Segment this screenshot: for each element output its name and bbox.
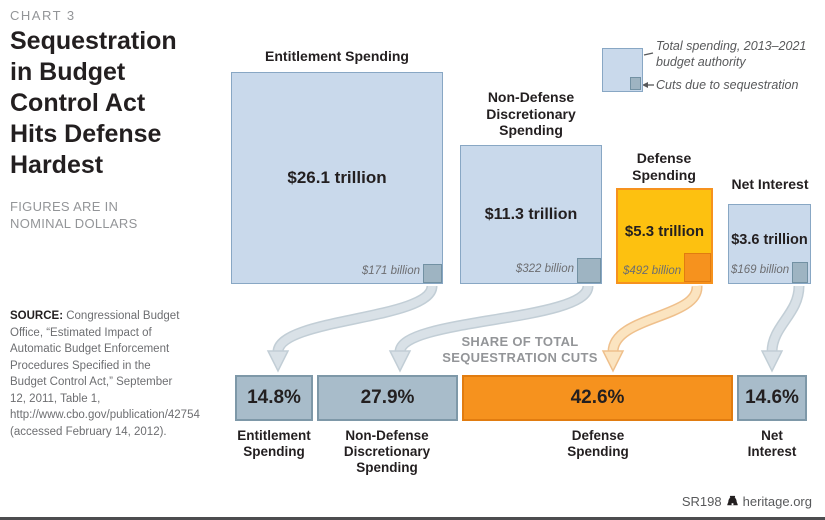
legend-cuts-label: Cuts due to sequestration: [656, 78, 799, 92]
footer: SR198 heritage.org: [682, 494, 812, 509]
share-bar-entitlement: 14.8%: [235, 375, 313, 421]
figures-note-line: NOMINAL DOLLARS: [10, 216, 138, 231]
entitlement-box-title: Entitlement Spending: [265, 48, 409, 64]
nondefense-box-title: Non-Defense Discretionary Spending: [486, 89, 576, 138]
share-bar-label-netinterest: Net Interest: [747, 428, 797, 459]
netinterest-cut-value: $169 billion: [731, 264, 790, 276]
defense-box: $5.3 trillion: [616, 188, 713, 284]
share-percent: 27.9%: [360, 387, 415, 408]
defense-cut-square: [684, 253, 711, 282]
bottom-rule: [0, 517, 825, 520]
source-text: Congressional Budget Office, “Estimated …: [10, 310, 200, 438]
legend-total-swatch: [602, 48, 643, 92]
legend-total-label-line: Total spending, 2013–2021: [656, 39, 807, 53]
share-bar-netinterest: 14.6%: [737, 375, 807, 421]
entitlement-box: $26.1 trillion: [231, 72, 443, 284]
share-percent: 14.8%: [247, 387, 301, 408]
figures-note: FIGURES ARE IN NOMINAL DOLLARS: [10, 198, 138, 232]
share-bar-defense: 42.6%: [462, 375, 733, 421]
share-heading: SHARE OF TOTAL SEQUESTRATION CUTS: [420, 334, 620, 366]
title-line: Sequestration: [10, 27, 177, 55]
share-heading-line: SEQUESTRATION CUTS: [442, 350, 598, 365]
title-line: Hardest: [10, 151, 104, 179]
source-note: SOURCE: Congressional Budget Office, “Es…: [10, 308, 200, 440]
title-line: Control Act: [10, 89, 146, 117]
entitlement-cut-square: [423, 264, 442, 283]
doc-id: SR198: [681, 494, 722, 509]
legend-total-label: Total spending, 2013–2021 budget authori…: [656, 39, 806, 70]
netinterest-box-title: Net Interest: [731, 176, 809, 192]
share-heading-line: SHARE OF TOTAL: [461, 334, 579, 349]
title-line: Hits Defense: [10, 120, 162, 148]
title-line: in Budget: [10, 58, 126, 86]
share-bar-label-entitlement: Entitlement Spending: [237, 428, 311, 459]
share-bar-nondefense: 27.9%: [317, 375, 458, 421]
legend-cuts-swatch: [630, 77, 641, 90]
entitlement-value: $26.1 trillion: [287, 168, 387, 187]
source-label: SOURCE:: [10, 310, 64, 322]
share-bar-label-defense: Defense Spending: [567, 428, 629, 459]
defense-cut-value: $492 billion: [623, 265, 682, 277]
entitlement-cut-value: $171 billion: [361, 265, 420, 277]
defense-value: $5.3 trillion: [624, 222, 705, 240]
netinterest-cut-square: [792, 262, 808, 283]
nondefense-cut-value: $322 billion: [515, 263, 574, 275]
site-name: heritage.org: [742, 494, 812, 509]
nondefense-cut-square: [577, 258, 601, 283]
share-bar-label-nondefense: Non-Defense Discretionary Spending: [343, 428, 431, 475]
share-percent: 42.6%: [570, 387, 625, 408]
legend-total-label-line: budget authority: [656, 54, 746, 69]
share-percent: 14.6%: [745, 387, 799, 408]
figures-note-line: FIGURES ARE IN: [10, 199, 119, 214]
defense-box-title: Defense Spending: [632, 150, 696, 183]
heritage-bell-icon: [726, 495, 738, 506]
netinterest-value: $3.6 trillion: [731, 231, 808, 248]
page-title: Sequestration in Budget Control Act Hits…: [10, 26, 177, 181]
nondefense-value: $11.3 trillion: [484, 205, 578, 223]
chart-number-label: CHART 3: [10, 8, 76, 23]
